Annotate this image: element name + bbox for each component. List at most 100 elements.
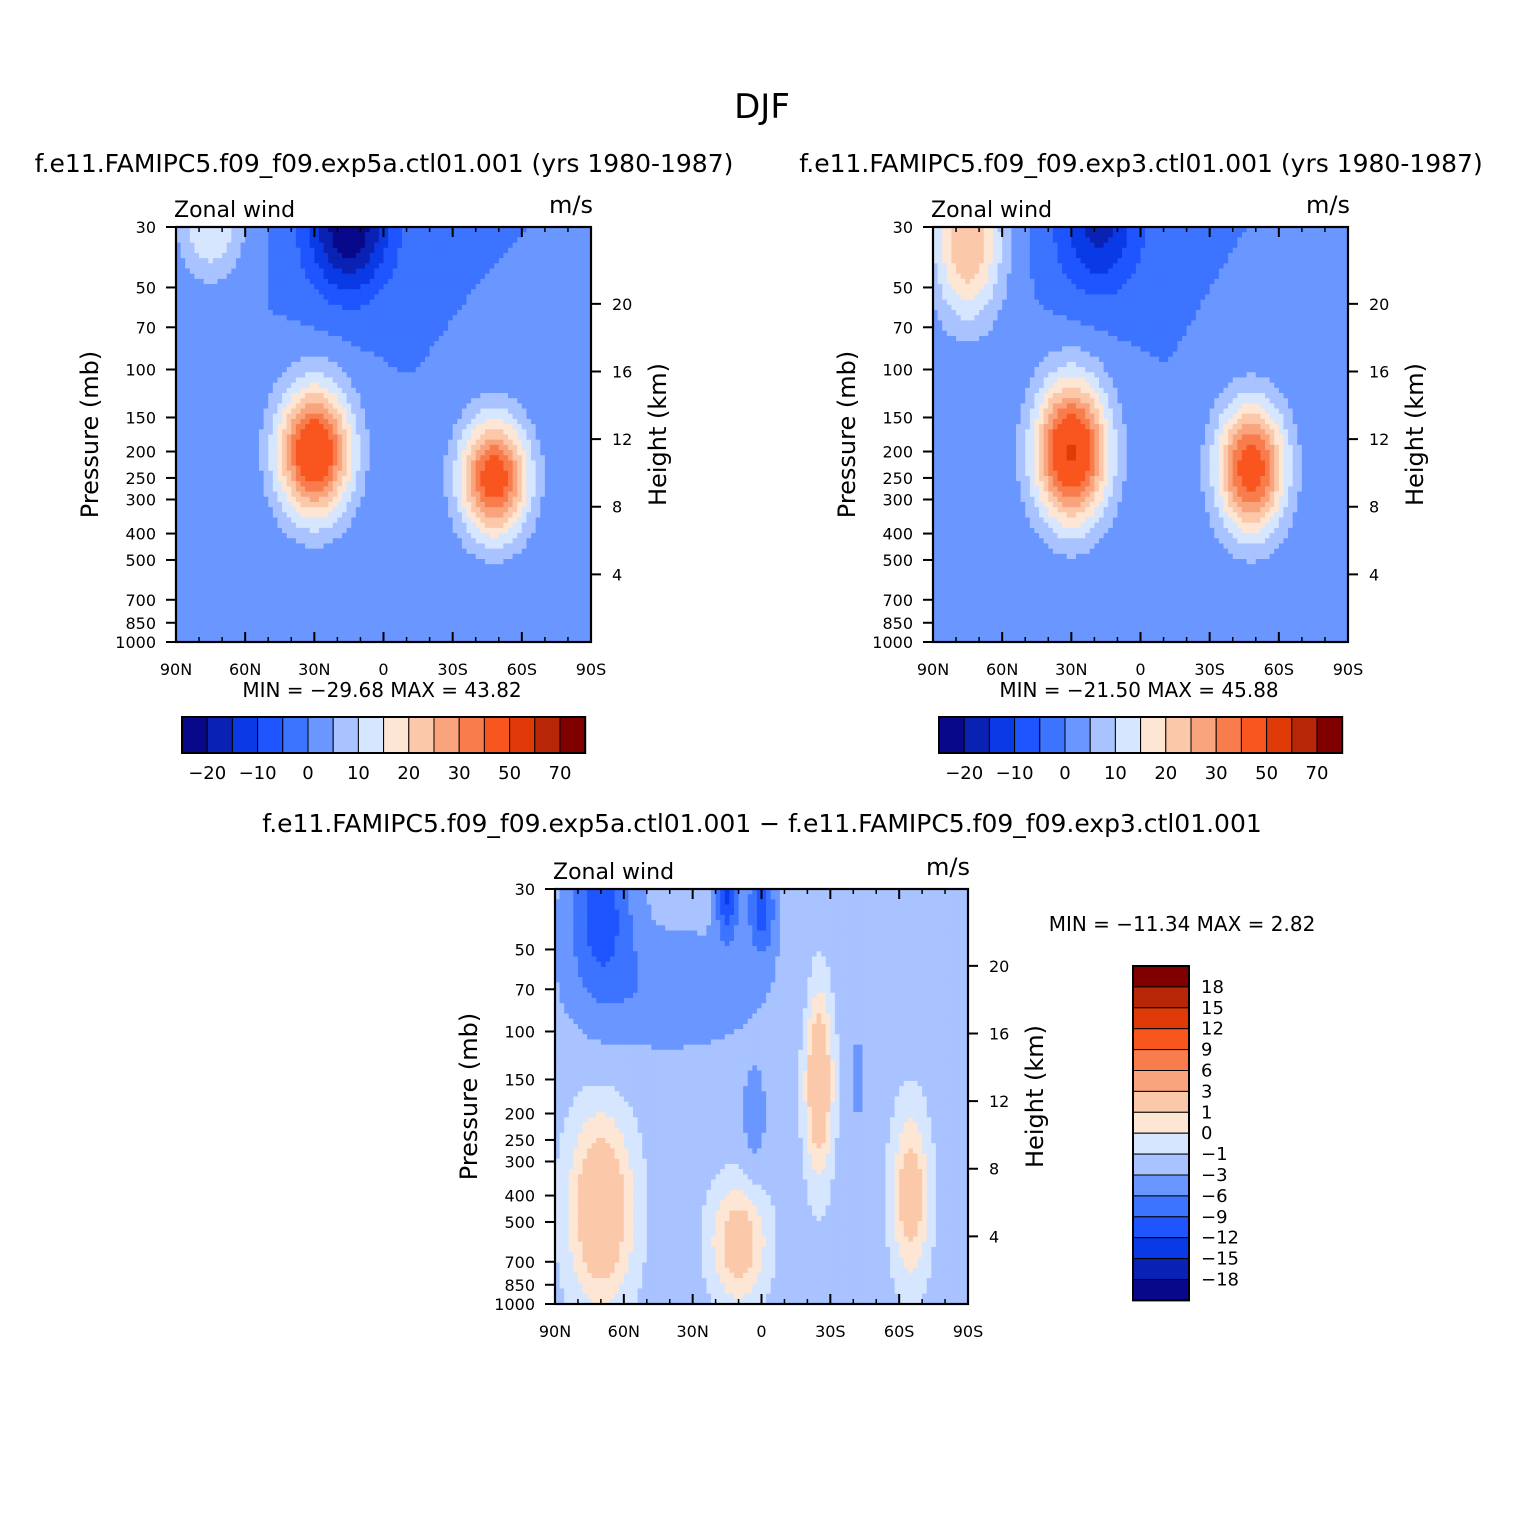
heatmap-cell [397,362,402,368]
heatmap-cell [582,435,587,441]
heatmap-cell [250,367,255,373]
heatmap-cell [425,440,430,446]
heatmap-cell [314,414,319,420]
heatmap-cell [476,315,481,321]
heatmap-cell [384,336,389,342]
heatmap-cell [420,352,425,358]
heatmap-cell [296,263,301,269]
heatmap-cell [490,336,495,342]
heatmap-cell [526,310,531,316]
heatmap-cell [434,341,439,347]
heatmap-cell [342,409,347,415]
heatmap-cell [351,450,356,456]
heatmap-cell [250,258,255,264]
heatmap-cell [291,450,296,456]
heatmap-cell [374,310,379,316]
heatmap-cell [379,331,384,337]
heatmap-cell [314,237,319,243]
heatmap-cell [448,403,453,409]
heatmap-cell [476,476,481,482]
heatmap-cell [351,492,356,498]
heatmap-cell [213,253,218,259]
heatmap-cell [531,269,536,275]
heatmap-cell [227,320,232,326]
heatmap-cell [531,315,536,321]
heatmap-cell [462,377,467,383]
heatmap-cell [301,409,306,415]
heatmap-cell [268,512,273,518]
heatmap-cell [245,471,250,477]
heatmap-cell [208,481,213,487]
heatmap-cell [291,398,296,404]
heatmap-cell [402,258,407,264]
heatmap-cell [384,393,389,399]
heatmap-cell [277,398,282,404]
heatmap-cell [563,372,568,378]
heatmap-cell [531,471,536,477]
heatmap-cell [277,331,282,337]
heatmap-cell [245,305,250,311]
heatmap-cell [231,294,236,300]
heatmap-cell [526,466,531,472]
heatmap-cell [333,357,338,363]
heatmap-cell [453,445,458,451]
heatmap-cell [190,466,195,472]
heatmap-cell [420,248,425,254]
heatmap-cell [490,440,495,446]
heatmap-cell [522,481,527,487]
heatmap-cell [181,388,186,394]
heatmap-cell [296,388,301,394]
heatmap-cell [397,305,402,311]
heatmap-cell [545,419,550,425]
heatmap-cell [536,403,541,409]
heatmap-cell [563,346,568,352]
heatmap-cell [540,388,545,394]
heatmap-cell [448,450,453,456]
heatmap-cell [194,372,199,378]
heatmap-cell [190,414,195,420]
heatmap-cell [194,258,199,264]
heatmap-cell [204,429,209,435]
heatmap-cell [384,326,389,332]
heatmap-cell [573,445,578,451]
heatmap-cell [351,315,356,321]
heatmap-cell [356,315,361,321]
heatmap-cell [499,269,504,275]
heatmap-cell [296,289,301,295]
heatmap-cell [443,248,448,254]
heatmap-cell [508,279,513,285]
heatmap-cell [282,419,287,425]
heatmap-cell [305,409,310,415]
heatmap-cell [540,445,545,451]
heatmap-cell [310,507,315,513]
heatmap-cell [365,294,370,300]
heatmap-cell [563,388,568,394]
heatmap-cell [480,300,485,306]
heatmap-cell [526,300,531,306]
heatmap-cell [480,460,485,466]
heatmap-cell [328,466,333,472]
heatmap-cell [319,393,324,399]
heatmap-cell [416,450,421,456]
heatmap-cell [540,253,545,259]
heatmap-cell [443,263,448,269]
heatmap-cell [190,377,195,383]
heatmap-cell [277,455,282,461]
heatmap-cell [250,409,255,415]
heatmap-cell [231,253,236,259]
heatmap-cell [264,237,269,243]
heatmap-cell [356,310,361,316]
heatmap-cell [453,243,458,249]
heatmap-cell [499,383,504,389]
heatmap-cell [273,248,278,254]
heatmap-cell [443,455,448,461]
heatmap-cell [222,409,227,415]
heatmap-cell [402,248,407,254]
heatmap-cell [356,424,361,430]
heatmap-cell [462,362,467,368]
heatmap-cell [328,269,333,275]
heatmap-cell [190,512,195,518]
heatmap-cell [384,362,389,368]
heatmap-cell [305,435,310,441]
heatmap-cell [259,289,264,295]
